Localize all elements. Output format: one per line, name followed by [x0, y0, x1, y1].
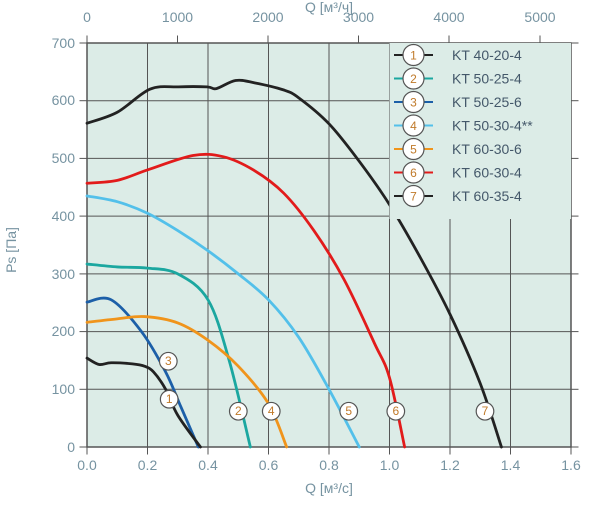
- svg-text:KT 60-30-4: KT 60-30-4: [452, 165, 522, 181]
- svg-text:0.0: 0.0: [77, 457, 97, 473]
- svg-text:300: 300: [52, 266, 76, 282]
- svg-text:Q [м³/ч]: Q [м³/ч]: [305, 0, 353, 15]
- svg-text:2000: 2000: [252, 9, 283, 25]
- svg-text:1.6: 1.6: [561, 457, 581, 473]
- svg-text:1.2: 1.2: [440, 457, 460, 473]
- svg-text:0.8: 0.8: [319, 457, 339, 473]
- svg-text:500: 500: [52, 150, 76, 166]
- svg-text:1000: 1000: [162, 9, 193, 25]
- svg-text:0: 0: [83, 9, 91, 25]
- svg-text:700: 700: [52, 35, 76, 51]
- svg-text:5: 5: [345, 404, 352, 418]
- svg-text:1: 1: [410, 49, 417, 63]
- svg-text:KT 50-25-4: KT 50-25-4: [452, 71, 522, 87]
- svg-text:KT 60-35-4: KT 60-35-4: [452, 188, 522, 204]
- svg-text:0.4: 0.4: [198, 457, 218, 473]
- svg-text:4: 4: [268, 404, 275, 418]
- svg-text:1.4: 1.4: [501, 457, 521, 473]
- svg-text:0: 0: [67, 439, 75, 455]
- svg-text:4: 4: [410, 119, 417, 133]
- svg-text:KT 50-25-6: KT 50-25-6: [452, 94, 522, 110]
- svg-text:2: 2: [235, 404, 242, 418]
- svg-text:6: 6: [392, 404, 399, 418]
- svg-text:KT 50-30-4**: KT 50-30-4**: [452, 118, 533, 134]
- svg-text:100: 100: [52, 381, 76, 397]
- svg-text:1: 1: [166, 392, 173, 406]
- svg-text:400: 400: [52, 208, 76, 224]
- svg-text:0.2: 0.2: [138, 457, 158, 473]
- svg-text:5: 5: [410, 143, 417, 157]
- svg-text:6: 6: [410, 166, 417, 180]
- svg-text:1.0: 1.0: [380, 457, 400, 473]
- svg-text:7: 7: [410, 190, 417, 204]
- svg-text:5000: 5000: [524, 9, 555, 25]
- svg-text:Q [м³/с]: Q [м³/с]: [305, 480, 353, 496]
- svg-text:KT 60-30-6: KT 60-30-6: [452, 141, 522, 157]
- svg-text:7: 7: [482, 404, 489, 418]
- svg-text:Ps [Па]: Ps [Па]: [3, 227, 19, 273]
- svg-text:200: 200: [52, 323, 76, 339]
- svg-text:3: 3: [410, 96, 417, 110]
- svg-text:3: 3: [165, 354, 172, 368]
- svg-text:2: 2: [410, 72, 417, 86]
- svg-text:0.6: 0.6: [259, 457, 279, 473]
- svg-text:KT 40-20-4: KT 40-20-4: [452, 47, 522, 63]
- svg-text:600: 600: [52, 92, 76, 108]
- svg-text:4000: 4000: [433, 9, 464, 25]
